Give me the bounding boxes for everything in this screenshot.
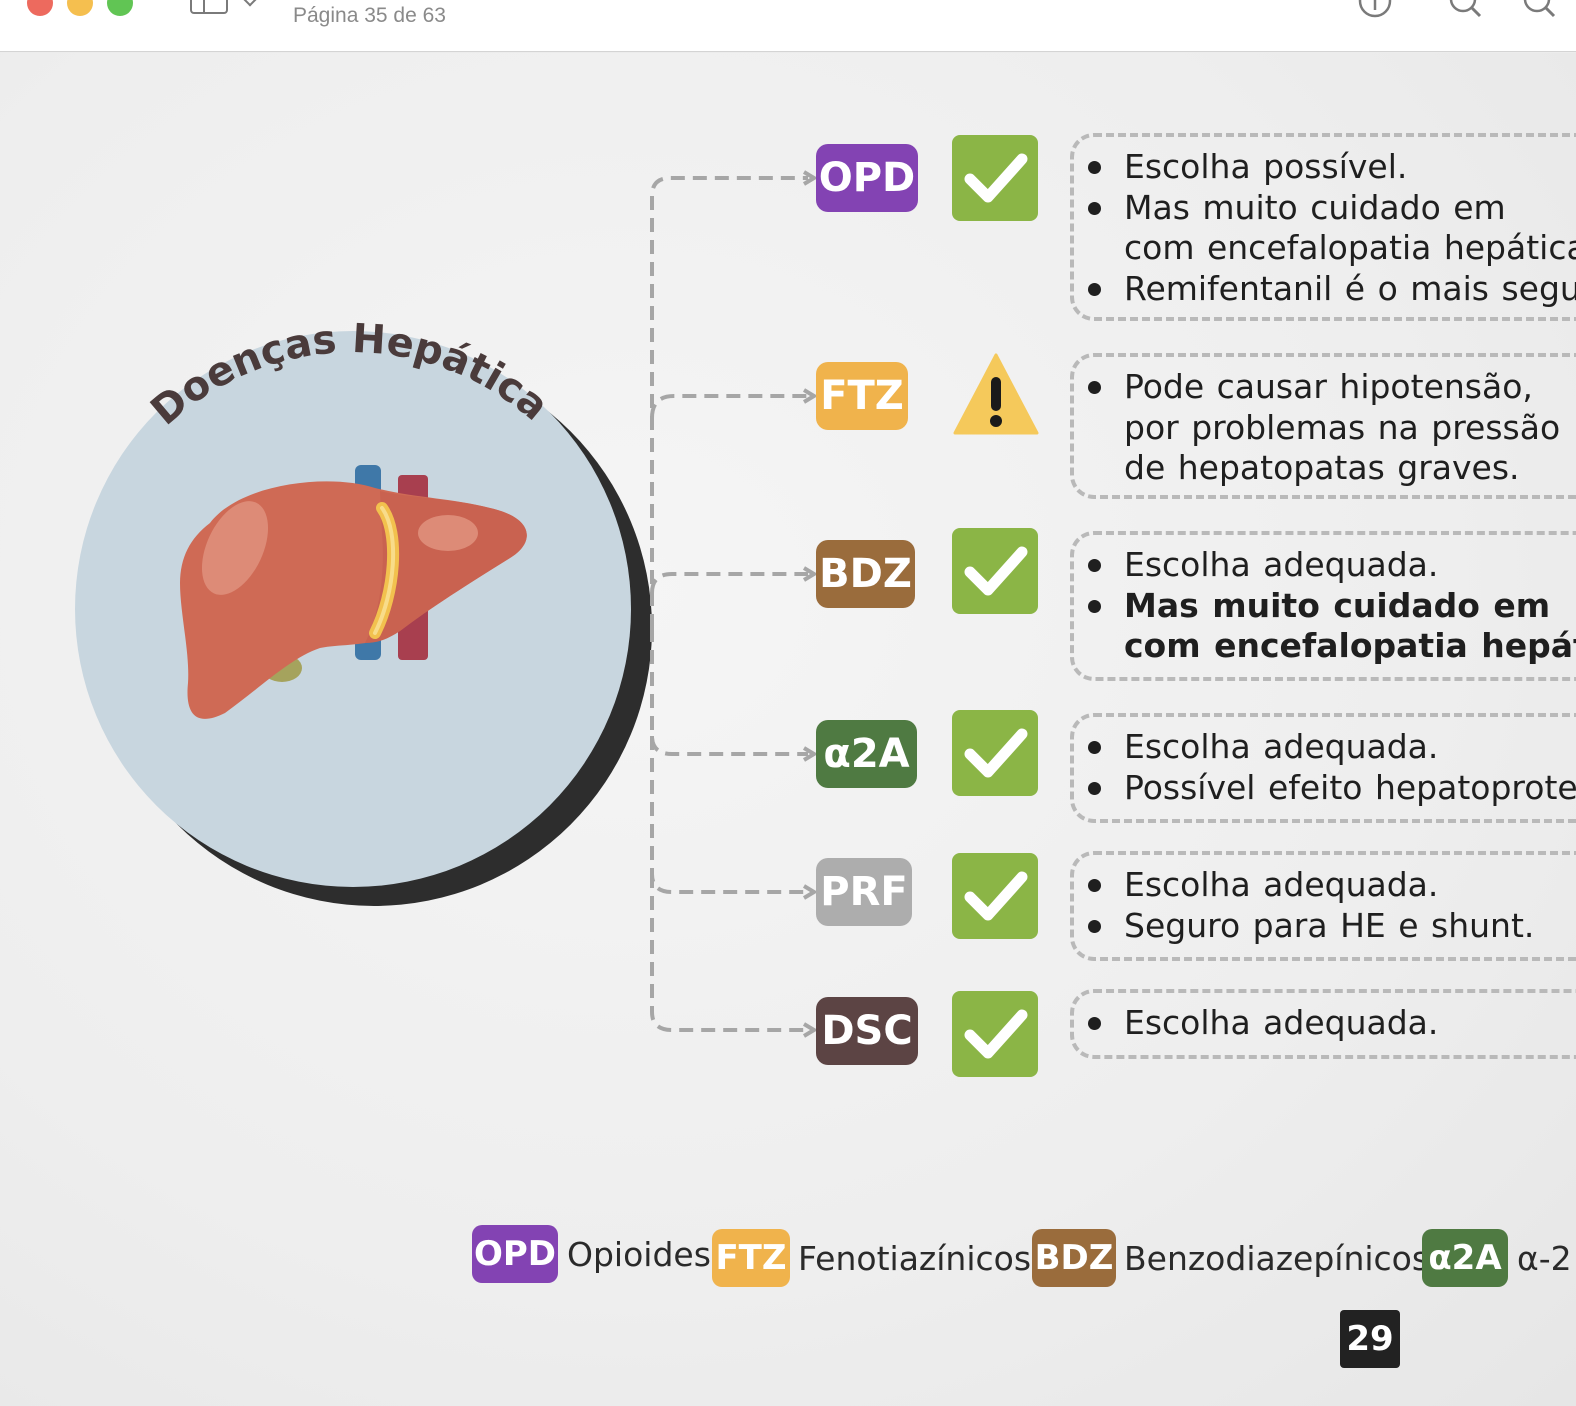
legend-label-ftz: Fenotiazínicos xyxy=(798,1239,1032,1278)
bullet-icon xyxy=(1088,1017,1101,1030)
document-page: Doenças Hepáticas OPD FTZ BDZ α2A PRF DS… xyxy=(0,53,1576,1406)
note-text: Escolha adequada. xyxy=(1124,865,1439,904)
bullet-icon xyxy=(1088,919,1101,933)
close-window-button[interactable] xyxy=(27,0,53,16)
note-text: Escolha adequada. xyxy=(1124,545,1439,584)
note-item: por problemas na pressão xyxy=(1124,408,1576,449)
legend-label-opd: Opioides xyxy=(567,1235,711,1274)
note-item: Escolha adequada. xyxy=(1088,865,1576,906)
badge-a2a: α2A xyxy=(816,720,917,788)
badge-opd: OPD xyxy=(816,144,918,212)
note-item: Escolha adequada. xyxy=(1088,545,1576,586)
bullet-icon xyxy=(1088,879,1101,892)
badge-ftz: FTZ xyxy=(816,362,908,430)
note-box-ftz: Pode causar hipotensão, por problemas na… xyxy=(1070,353,1576,499)
check-icon xyxy=(952,528,1038,614)
note-box-a2a: Escolha adequada. Possível efeito hepato… xyxy=(1070,713,1576,823)
note-item: Seguro para HE e shunt. xyxy=(1088,905,1576,947)
minimize-window-button[interactable] xyxy=(67,0,93,16)
page-number: 29 xyxy=(1340,1310,1400,1368)
bullet-icon xyxy=(1088,201,1101,215)
note-item: Mas muito cuidado em xyxy=(1088,187,1576,229)
note-text: de hepatopatas graves. xyxy=(1124,448,1520,487)
search-icon[interactable] xyxy=(1446,0,1486,22)
connector-lines xyxy=(650,170,818,1038)
note-item: Mas muito cuidado em xyxy=(1088,585,1576,627)
check-icon xyxy=(952,991,1038,1077)
note-item: de hepatopatas graves. xyxy=(1124,448,1576,489)
bullet-icon xyxy=(1088,781,1101,795)
legend-badge-ftz: FTZ xyxy=(712,1229,790,1287)
legend-label-bdz: Benzodiazepínicos xyxy=(1124,1239,1430,1278)
page-indicator: Página 35 de 63 xyxy=(293,4,446,27)
legend-badge-bdz: BDZ xyxy=(1032,1229,1116,1287)
note-text: com encefalopatia hepátic xyxy=(1124,626,1576,665)
sidebar-toggle-icon[interactable] xyxy=(190,0,228,14)
note-item: com encefalopatia hepátic xyxy=(1124,626,1576,667)
diagram-title: Doenças Hepáticas xyxy=(120,268,557,434)
bullet-icon xyxy=(1088,282,1101,296)
check-icon xyxy=(952,710,1038,796)
legend-badge-a2a: α2A xyxy=(1422,1229,1508,1287)
badge-bdz: BDZ xyxy=(816,540,915,608)
check-icon xyxy=(952,853,1038,939)
bullet-icon xyxy=(1088,161,1101,174)
badge-prf: PRF xyxy=(816,858,912,926)
bullet-icon xyxy=(1088,559,1101,572)
info-icon[interactable] xyxy=(1356,0,1394,20)
note-item: Escolha adequada. xyxy=(1088,1003,1576,1044)
note-box-opd: Escolha possível. Mas muito cuidado em c… xyxy=(1070,133,1576,321)
note-box-dsc: Escolha adequada. xyxy=(1070,989,1576,1059)
bullet-icon xyxy=(1088,381,1101,394)
check-icon xyxy=(952,135,1038,221)
note-item: Escolha possível. xyxy=(1088,147,1576,188)
circle-title: Doenças Hepáticas xyxy=(120,268,557,434)
bullet-icon xyxy=(1088,741,1101,754)
note-item: Possível efeito hepatoprote xyxy=(1088,767,1576,809)
note-box-bdz: Escolha adequada. Mas muito cuidado em c… xyxy=(1070,531,1576,681)
badge-dsc: DSC xyxy=(816,997,918,1065)
note-text: Mas muito cuidado em xyxy=(1124,187,1506,227)
note-item: Escolha adequada. xyxy=(1088,727,1576,768)
warning-icon xyxy=(953,353,1039,435)
note-text: Remifentanil é o mais segu xyxy=(1124,268,1576,308)
note-box-prf: Escolha adequada. Seguro para HE e shunt… xyxy=(1070,851,1576,961)
window-toolbar: Página 35 de 63 xyxy=(0,0,1576,52)
note-text: Escolha possível. xyxy=(1124,147,1408,186)
bullet-icon xyxy=(1088,599,1101,613)
legend-badge-opd: OPD xyxy=(472,1225,558,1283)
note-text: Escolha adequada. xyxy=(1124,727,1439,766)
svg-text:Doenças Hepáticas: Doenças Hepáticas xyxy=(120,268,557,434)
maximize-window-button[interactable] xyxy=(107,0,133,16)
note-text: por problemas na pressão xyxy=(1124,407,1561,447)
liver-illustration xyxy=(180,465,527,719)
note-text: Mas muito cuidado em xyxy=(1124,585,1551,625)
note-text: Seguro para HE e shunt. xyxy=(1124,905,1535,945)
legend-label-a2a: α-2 xyxy=(1517,1239,1572,1278)
note-item: Remifentanil é o mais segu xyxy=(1088,268,1576,310)
note-text: Escolha adequada. xyxy=(1124,1003,1439,1042)
note-text: com encefalopatia hepática xyxy=(1124,228,1576,267)
note-item: Pode causar hipotensão, xyxy=(1088,367,1576,408)
note-text: Possível efeito hepatoprote xyxy=(1124,767,1576,807)
note-item: com encefalopatia hepática xyxy=(1124,228,1576,269)
chevron-down-icon[interactable] xyxy=(241,0,259,7)
zoom-icon[interactable] xyxy=(1520,0,1560,22)
note-text: Pode causar hipotensão, xyxy=(1124,367,1533,406)
